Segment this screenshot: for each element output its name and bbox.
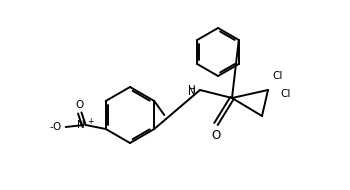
Text: N: N (77, 120, 85, 130)
Text: N: N (188, 87, 196, 97)
Text: Cl: Cl (272, 71, 282, 81)
Text: Cl: Cl (280, 89, 290, 99)
Text: O: O (76, 100, 84, 110)
Text: H: H (188, 85, 196, 95)
Text: O: O (211, 129, 220, 142)
Text: +: + (87, 116, 93, 126)
Text: -O: -O (49, 122, 62, 132)
